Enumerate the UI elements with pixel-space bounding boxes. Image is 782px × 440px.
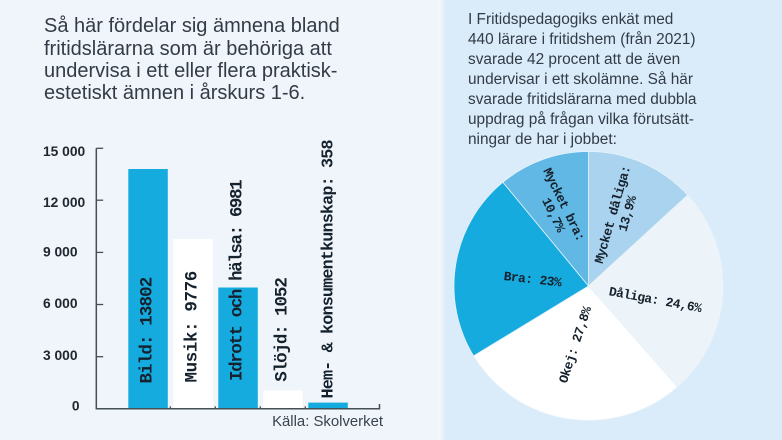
- svg-text:Bra: 23%: Bra: 23%: [503, 269, 563, 291]
- svg-text:15 000: 15 000: [43, 144, 86, 159]
- svg-text:Slöjd: 1052: Slöjd: 1052: [273, 278, 293, 382]
- svg-text:Hem- & konsumentkunskap: 358: Hem- & konsumentkunskap: 358: [320, 140, 339, 399]
- svg-text:6 000: 6 000: [43, 296, 78, 311]
- svg-text:9 000: 9 000: [43, 244, 78, 259]
- svg-text:Musik: 9776: Musik: 9776: [183, 271, 203, 382]
- svg-text:3 000: 3 000: [43, 348, 78, 363]
- svg-text:0: 0: [72, 399, 80, 414]
- svg-text:12 000: 12 000: [43, 195, 86, 210]
- svg-text:Idrott och hälsa: 6981: Idrott och hälsa: 6981: [228, 180, 248, 381]
- svg-text:Bild: 13802: Bild: 13802: [138, 277, 158, 383]
